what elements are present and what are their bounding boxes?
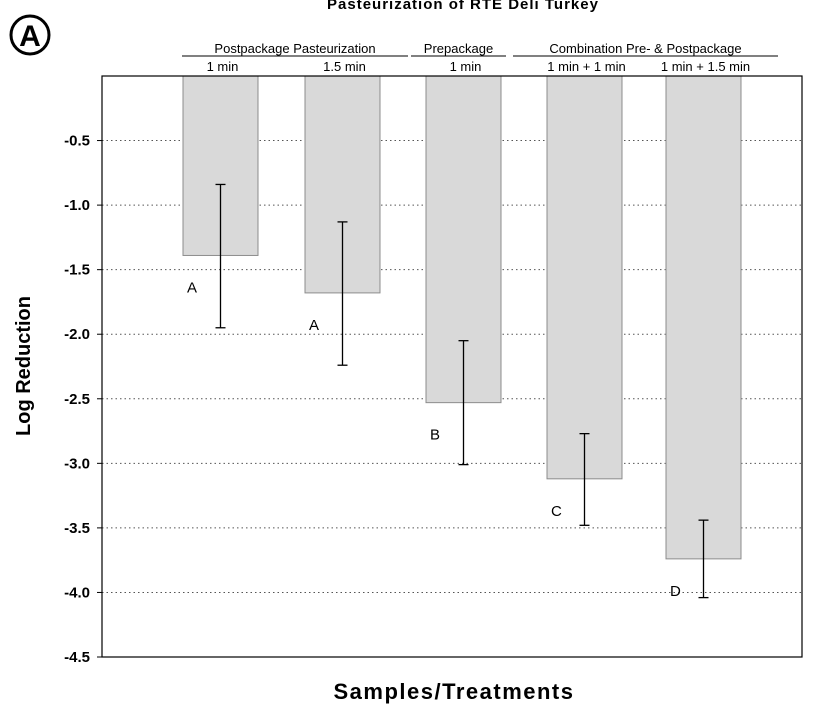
significance-letter: A bbox=[309, 317, 319, 334]
y-tick-label: -1.0 bbox=[64, 197, 90, 214]
y-tick-label: -0.5 bbox=[64, 133, 90, 150]
bars bbox=[182, 75, 742, 560]
treatment-headers: 1 min 1.5 min 1 min 1 min + 1 min 1 min + 1.… bbox=[182, 41, 778, 74]
x-axis-label: Samples/Treatments bbox=[334, 679, 575, 704]
group-label: Combination Pre- & Postpackage bbox=[549, 41, 741, 56]
panel-label: A bbox=[9, 14, 51, 56]
y-tick-label: -2.0 bbox=[64, 326, 90, 343]
chart-title: Pasteurization of RTE Deli Turkey bbox=[327, 0, 599, 13]
significance-letter: D bbox=[670, 583, 681, 600]
axes bbox=[101, 75, 803, 658]
bar bbox=[546, 75, 623, 480]
category-label: 1 min + 1 min bbox=[547, 59, 625, 74]
y-tick-label: -3.0 bbox=[64, 455, 90, 472]
bar bbox=[665, 75, 742, 560]
grid-lines bbox=[97, 140, 802, 658]
significance-letter: B bbox=[430, 427, 440, 444]
significance-letter: C bbox=[551, 503, 562, 520]
plot-frame bbox=[101, 75, 803, 658]
y-axis-label: Log Reduction bbox=[13, 296, 35, 436]
y-tick-labels: -0.5 -1.0 -1.5 -2.0 -2.5 -3.0 -3.5 -4.0 -4.5 bbox=[64, 133, 90, 666]
category-label: 1 min + 1.5 min bbox=[661, 59, 750, 74]
significance-letter: A bbox=[187, 279, 197, 296]
group-label: Prepackage bbox=[424, 41, 493, 56]
category-label: 1 min bbox=[207, 59, 239, 74]
category-label: 1 min bbox=[450, 59, 482, 74]
significance-letters: A A B C D bbox=[187, 279, 681, 599]
panel-letter: A bbox=[19, 20, 41, 53]
category-label: 1.5 min bbox=[323, 59, 366, 74]
y-tick-label: -4.0 bbox=[64, 584, 90, 601]
y-tick-label: -1.5 bbox=[64, 262, 90, 279]
y-tick-label: -3.5 bbox=[64, 520, 90, 537]
group-label: Postpackage Pasteurization bbox=[214, 41, 375, 56]
error-bars bbox=[215, 183, 709, 599]
y-tick-label: -2.5 bbox=[64, 391, 90, 408]
y-tick-label: -4.5 bbox=[64, 649, 90, 666]
